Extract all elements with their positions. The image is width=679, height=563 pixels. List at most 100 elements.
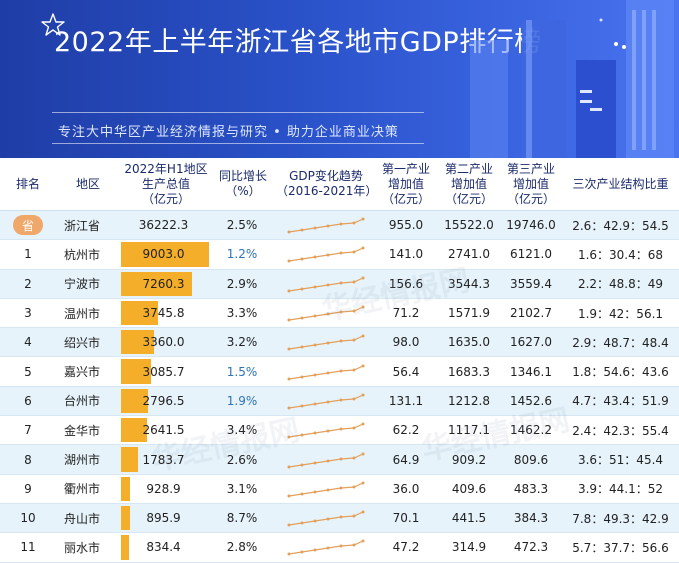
sparkline-point [300, 375, 304, 379]
sparkline-line [288, 452, 364, 468]
gdp-trend-sparkline [280, 211, 372, 239]
primary-industry-value: 131.1 [388, 393, 424, 408]
sparkline-point [339, 398, 343, 402]
sparkline-point [287, 318, 291, 322]
growth-value: 3.2% [226, 335, 258, 350]
region-name: 金华市 [64, 423, 101, 438]
column-header-ratio: 三次产业结构比重 [572, 176, 669, 191]
industry-ratio: 1.6：30.4：68 [577, 247, 664, 262]
gdp-value-cell: 834.4 [121, 533, 206, 561]
sparkline-point [326, 546, 330, 550]
sparkline-point [287, 494, 291, 498]
industry-ratio: 3.9：44.1：52 [577, 482, 664, 497]
sparkline-point [352, 485, 356, 489]
growth-value: 2.9% [226, 276, 258, 291]
sparkline-point [352, 397, 356, 401]
secondary-industry-value: 1212.8 [448, 393, 490, 408]
province-badge: 省 [13, 215, 43, 236]
gdp-bar [121, 300, 158, 326]
rank-number: 11 [20, 540, 36, 555]
column-header-secondary: 第二产业 增加值 （亿元） [444, 161, 493, 206]
column-header-trend: GDP变化趋势 （2016-2021年） [276, 169, 378, 198]
region-name: 浙江省 [64, 218, 101, 233]
sparkline-line [288, 335, 364, 350]
gdp-trend-sparkline [280, 533, 372, 561]
gdp-value: 834.4 [146, 540, 181, 555]
sparkline-point [361, 305, 365, 309]
gdp-value: 9003.0 [142, 247, 185, 262]
gdp-trend-sparkline [280, 504, 372, 532]
region-name: 杭州市 [64, 247, 101, 262]
tertiary-industry-value: 3559.4 [510, 276, 552, 291]
star-outline-icon [41, 13, 65, 36]
sparkline-svg [287, 510, 365, 527]
region-name: 宁波市 [64, 277, 101, 292]
gdp-value-cell: 36222.3 [121, 211, 206, 239]
table-row: 1 杭州市 9003.0 1.2% 141.0 2741.0 6121.0 1.6：30.4：… [0, 240, 679, 270]
growth-value: 2.6% [226, 452, 258, 467]
region-name: 舟山市 [64, 511, 101, 526]
gdp-bar [121, 330, 154, 355]
sparkline-point [313, 548, 317, 552]
sparkline-point [326, 459, 330, 463]
primary-industry-value: 64.9 [392, 452, 420, 467]
rank-number: 8 [24, 452, 32, 467]
sparkline-point [361, 510, 365, 514]
gdp-trend-sparkline [280, 240, 372, 268]
rank-cell: 4 [0, 328, 56, 356]
gdp-value-cell: 1783.7 [121, 445, 206, 473]
gdp-bar [121, 359, 152, 384]
rank-number: 6 [24, 393, 32, 408]
table-row: 9 衢州市 928.9 3.1% 36.0 409.6 483.3 3.9：44.1：52 [0, 475, 679, 504]
industry-ratio: 2.2：48.8：49 [577, 277, 664, 292]
sparkline-point [339, 457, 343, 461]
gdp-bar [121, 418, 147, 443]
rank-cell: 5 [0, 357, 56, 385]
rank-number: 2 [24, 276, 32, 291]
sparkline-point [352, 426, 356, 430]
sparkline-svg [287, 334, 365, 351]
sparkline-point [313, 343, 317, 347]
sparkline-line [288, 306, 364, 321]
rank-cell: 2 [0, 270, 56, 298]
gdp-bar [121, 476, 131, 501]
sparkline-point [313, 226, 317, 230]
sparkline-point [326, 371, 330, 375]
region-name: 台州市 [64, 394, 101, 409]
table-row: 10 舟山市 895.9 8.7% 70.1 441.5 384.3 7.8：49.3：42.… [0, 503, 679, 534]
sparkline-svg [287, 246, 365, 263]
rank-number: 7 [24, 423, 32, 438]
primary-industry-value: 71.2 [392, 306, 420, 321]
sparkline-point [300, 287, 304, 291]
sparkline-point [287, 347, 291, 351]
gdp-value-cell: 2796.5 [121, 387, 206, 415]
table-row: 4 绍兴市 3360.0 3.2% 98.0 1635.0 1627.0 2.9：48.7：4… [0, 328, 679, 358]
industry-ratio: 2.9：48.7：48.4 [572, 335, 669, 350]
gdp-trend-sparkline [280, 357, 372, 385]
subtitle-divider-top [52, 112, 424, 113]
sparkline-point [326, 253, 330, 257]
sparkline-point [300, 463, 304, 467]
gdp-bar [121, 388, 149, 414]
gdp-trend-sparkline [280, 475, 372, 503]
sparkline-point [287, 289, 291, 293]
sparkline-point [287, 523, 291, 527]
sparkline-svg [287, 422, 365, 439]
sparkline-point [352, 250, 356, 254]
rank-number: 4 [24, 335, 32, 350]
table-body: 省 浙江省 36222.3 2.5% 955.0 15522.0 19746.0 2.6：42… [0, 211, 679, 563]
sparkline-point [300, 316, 304, 320]
sparkline-point [361, 364, 365, 368]
tertiary-industry-value: 472.3 [513, 540, 549, 555]
gdp-trend-sparkline [280, 416, 372, 444]
sparkline-line [288, 365, 364, 380]
sparkline-point [326, 224, 330, 228]
sparkline-point [339, 369, 343, 373]
secondary-industry-value: 15522.0 [444, 218, 494, 233]
gdp-value-cell: 7260.3 [121, 270, 206, 298]
gdp-trend-sparkline [280, 270, 372, 298]
table-row: 8 湖州市 1783.7 2.6% 64.9 909.2 809.6 3.6：51：45.4 [0, 445, 679, 475]
gdp-value-cell: 3360.0 [121, 328, 206, 356]
page-title: 2022年上半年浙江省各地市GDP排行榜 [54, 27, 542, 58]
sparkline-point [300, 550, 304, 554]
